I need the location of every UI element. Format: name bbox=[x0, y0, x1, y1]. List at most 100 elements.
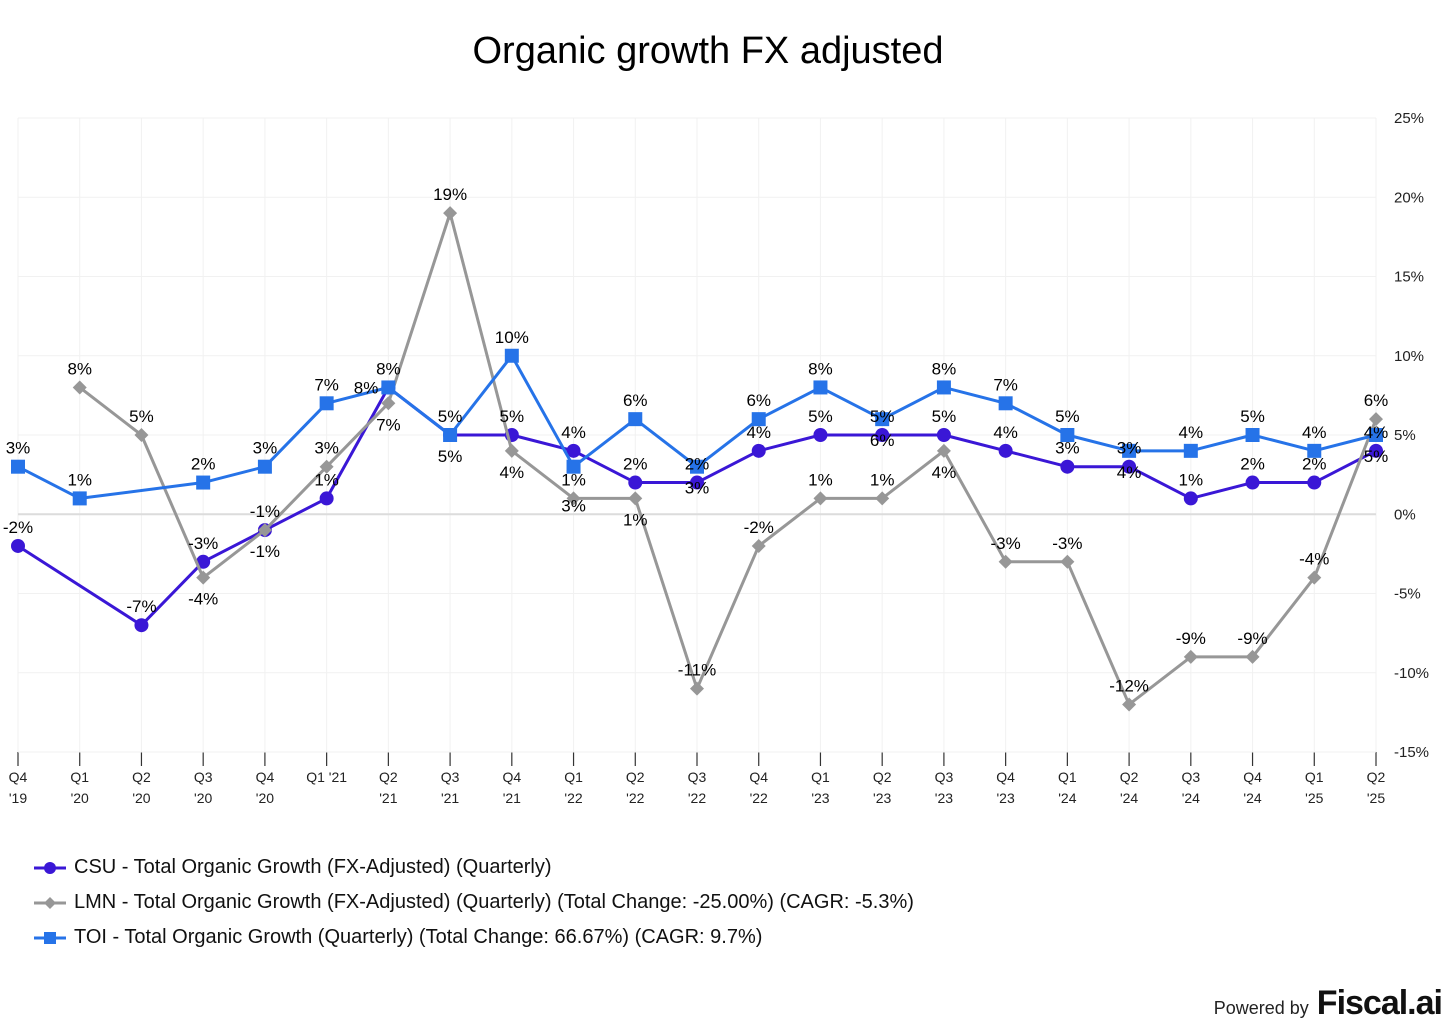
data-point-diamond bbox=[628, 491, 643, 506]
x-tick-label: Q4 bbox=[256, 769, 275, 785]
data-point-circle bbox=[1183, 491, 1198, 506]
x-tick-label: '20 bbox=[71, 790, 89, 806]
powered-by-text: Powered by bbox=[1213, 998, 1309, 1018]
data-point-square bbox=[504, 348, 519, 363]
data-label: -3% bbox=[1052, 534, 1082, 553]
data-point-square bbox=[1060, 428, 1075, 442]
x-tick-label: Q1 bbox=[564, 769, 583, 785]
legend-item[interactable]: LMN - Total Organic Growth (FX-Adjusted)… bbox=[34, 885, 914, 920]
x-tick-label: '25 bbox=[1305, 790, 1323, 806]
data-point-diamond bbox=[1122, 697, 1137, 712]
x-tick-label: '23 bbox=[811, 790, 829, 806]
data-point-square bbox=[875, 412, 890, 427]
data-label: 5% bbox=[500, 407, 525, 426]
data-label: 3% bbox=[1117, 439, 1142, 458]
legend-label: LMN - Total Organic Growth (FX-Adjusted)… bbox=[74, 891, 914, 913]
x-tick-label: Q2 bbox=[873, 769, 892, 785]
data-point-circle bbox=[628, 475, 643, 490]
x-tick-label: Q3 bbox=[194, 769, 213, 785]
data-label: 5% bbox=[808, 407, 833, 426]
x-tick-label: Q1 '21 bbox=[306, 769, 347, 785]
data-point-diamond bbox=[936, 443, 951, 458]
data-label: 4% bbox=[746, 423, 771, 442]
x-tick-label: '24 bbox=[1120, 790, 1138, 806]
data-label: 8% bbox=[354, 378, 379, 397]
y-tick-label: 25% bbox=[1394, 110, 1424, 127]
data-point-circle bbox=[196, 554, 211, 569]
x-tick-label: '22 bbox=[564, 790, 582, 806]
x-tick-label: Q1 bbox=[1058, 769, 1077, 785]
data-label: -11% bbox=[678, 661, 716, 680]
data-point-square bbox=[257, 459, 272, 474]
data-point-square bbox=[319, 396, 334, 411]
data-point-circle bbox=[875, 428, 890, 442]
data-label: 3% bbox=[253, 439, 278, 458]
data-point-circle bbox=[690, 475, 704, 490]
data-label: 1% bbox=[870, 470, 895, 489]
data-label: -9% bbox=[1237, 629, 1267, 648]
x-tick-label: Q3 bbox=[441, 769, 460, 785]
data-label: 2% bbox=[191, 455, 216, 474]
x-tick-label: '21 bbox=[441, 790, 459, 806]
data-label: -7% bbox=[126, 597, 156, 616]
data-point-circle bbox=[566, 443, 581, 458]
data-label: 7% bbox=[314, 375, 339, 394]
series-line bbox=[17, 385, 1377, 627]
data-point-circle bbox=[1369, 443, 1383, 458]
data-label: -2% bbox=[3, 518, 33, 537]
data-label: 2% bbox=[623, 455, 648, 474]
x-tick-label: '20 bbox=[194, 790, 212, 806]
data-point-square bbox=[443, 428, 458, 442]
data-label: 5% bbox=[1240, 407, 1265, 426]
x-tick-label: Q3 bbox=[688, 769, 707, 785]
chart-title: Organic growth FX adjusted bbox=[472, 30, 944, 72]
data-label: 8% bbox=[808, 359, 833, 378]
legend-square-icon bbox=[34, 931, 66, 944]
footer: Powered by Fiscal.ai bbox=[1213, 984, 1443, 1023]
data-label: 4% bbox=[1364, 423, 1389, 442]
data-label: 8% bbox=[67, 359, 92, 378]
x-tick-label: Q4 bbox=[749, 769, 768, 785]
x-tick-label: '23 bbox=[935, 790, 953, 806]
data-point-square bbox=[72, 491, 87, 506]
x-tick-label: '22 bbox=[688, 790, 706, 806]
data-point-diamond bbox=[443, 206, 458, 221]
data-point-diamond bbox=[257, 523, 272, 538]
data-label: 6% bbox=[623, 391, 648, 410]
x-tick-label: Q1 bbox=[70, 769, 89, 785]
x-tick-label: Q2 bbox=[626, 769, 645, 785]
data-label: 7% bbox=[376, 415, 401, 434]
legend-item[interactable]: TOI - Total Organic Growth (Quarterly) (… bbox=[34, 920, 914, 955]
data-point-diamond bbox=[1307, 570, 1322, 585]
x-tick-label: '24 bbox=[1243, 790, 1261, 806]
data-label: 4% bbox=[1179, 423, 1204, 442]
data-label: 10% bbox=[495, 328, 529, 347]
data-point-circle bbox=[134, 618, 149, 633]
data-point-square bbox=[1245, 428, 1260, 442]
x-tick-label: Q3 bbox=[935, 769, 954, 785]
legend-item[interactable]: CSU - Total Organic Growth (FX-Adjusted)… bbox=[34, 850, 914, 885]
data-point-diamond bbox=[1369, 412, 1383, 427]
x-tick-label: Q4 bbox=[9, 769, 28, 785]
data-point-diamond bbox=[381, 396, 396, 411]
x-tick-label: Q2 bbox=[1367, 769, 1386, 785]
legend-circle-icon bbox=[34, 861, 66, 874]
data-label: 5% bbox=[932, 407, 957, 426]
data-point-square bbox=[11, 459, 25, 474]
data-label: 3% bbox=[1055, 439, 1080, 458]
y-tick-label: -15% bbox=[1394, 744, 1429, 761]
data-label: 8% bbox=[376, 359, 401, 378]
data-label: 2% bbox=[1240, 455, 1265, 474]
series-1 bbox=[72, 206, 1383, 712]
data-point-square bbox=[690, 459, 704, 474]
series-line bbox=[17, 354, 1377, 500]
x-tick-label: '19 bbox=[9, 790, 27, 806]
data-label: 4% bbox=[993, 423, 1018, 442]
x-tick-label: '23 bbox=[997, 790, 1015, 806]
y-tick-label: -5% bbox=[1394, 586, 1421, 603]
brand-logo[interactable]: Fiscal.ai bbox=[1316, 984, 1443, 1022]
data-point-square bbox=[936, 380, 951, 395]
y-tick-label: 10% bbox=[1394, 348, 1424, 365]
legend-label: CSU - Total Organic Growth (FX-Adjusted)… bbox=[74, 856, 552, 878]
x-tick-label: '25 bbox=[1367, 790, 1385, 806]
